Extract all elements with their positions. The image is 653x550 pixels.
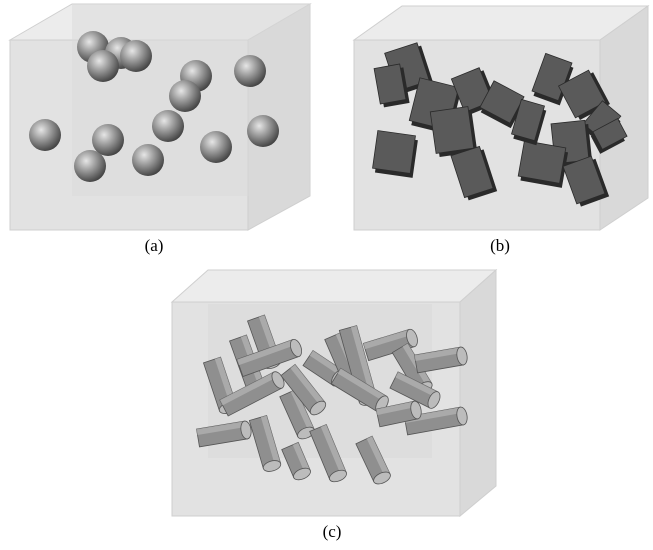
plate-group — [372, 42, 628, 207]
sphere-group — [29, 31, 279, 182]
plate-particle — [517, 140, 569, 188]
panel-c-cylinders — [168, 268, 498, 520]
plate-particle — [373, 63, 410, 108]
plate-particle — [479, 80, 525, 129]
sphere-particle — [120, 40, 152, 72]
caption-c: (c) — [322, 522, 342, 541]
cylinder-group — [196, 314, 468, 485]
cylinder-particle — [219, 371, 285, 417]
sphere-particle — [234, 55, 266, 87]
sphere-particle — [200, 131, 232, 163]
sphere-particle — [74, 150, 106, 182]
sphere-particle — [169, 80, 201, 112]
plate-particle — [372, 130, 418, 178]
plate-particle — [511, 98, 547, 146]
plate-particle — [429, 106, 478, 157]
plate-particle — [562, 155, 610, 207]
box-top-face — [352, 5, 650, 41]
cylinder-particle — [413, 346, 468, 374]
cylinder-particle — [403, 406, 468, 436]
cylinder-particle — [362, 328, 418, 362]
sphere-particle — [92, 124, 124, 156]
plate-particle — [590, 118, 628, 154]
plate-particle — [450, 145, 498, 201]
cylinder-particle — [279, 388, 315, 440]
cylinder-particle — [375, 400, 422, 428]
cylinder-particle — [196, 420, 252, 448]
panel-b-plates — [352, 2, 650, 234]
plates-diagram — [352, 5, 650, 231]
cylinder-particle — [355, 435, 391, 485]
cylinder-particle — [309, 424, 347, 483]
box-top-face — [170, 269, 498, 303]
cylinder-particle — [281, 441, 311, 481]
cylinder-particle — [236, 338, 302, 377]
cylinder-particle — [389, 371, 441, 409]
box-side-face — [459, 268, 497, 518]
cylinder-particle — [280, 363, 327, 416]
spheres-diagram — [8, 3, 312, 231]
sphere-particle — [132, 144, 164, 176]
cylinder-particle — [248, 414, 282, 472]
caption-a: (a) — [144, 236, 164, 255]
sphere-particle — [247, 115, 279, 147]
sphere-particle — [152, 110, 184, 142]
panel-a-spheres — [8, 0, 313, 235]
sphere-particle — [29, 119, 61, 151]
cylinders-diagram — [170, 268, 498, 518]
caption-b: (b) — [490, 236, 510, 255]
sphere-particle — [87, 50, 119, 82]
